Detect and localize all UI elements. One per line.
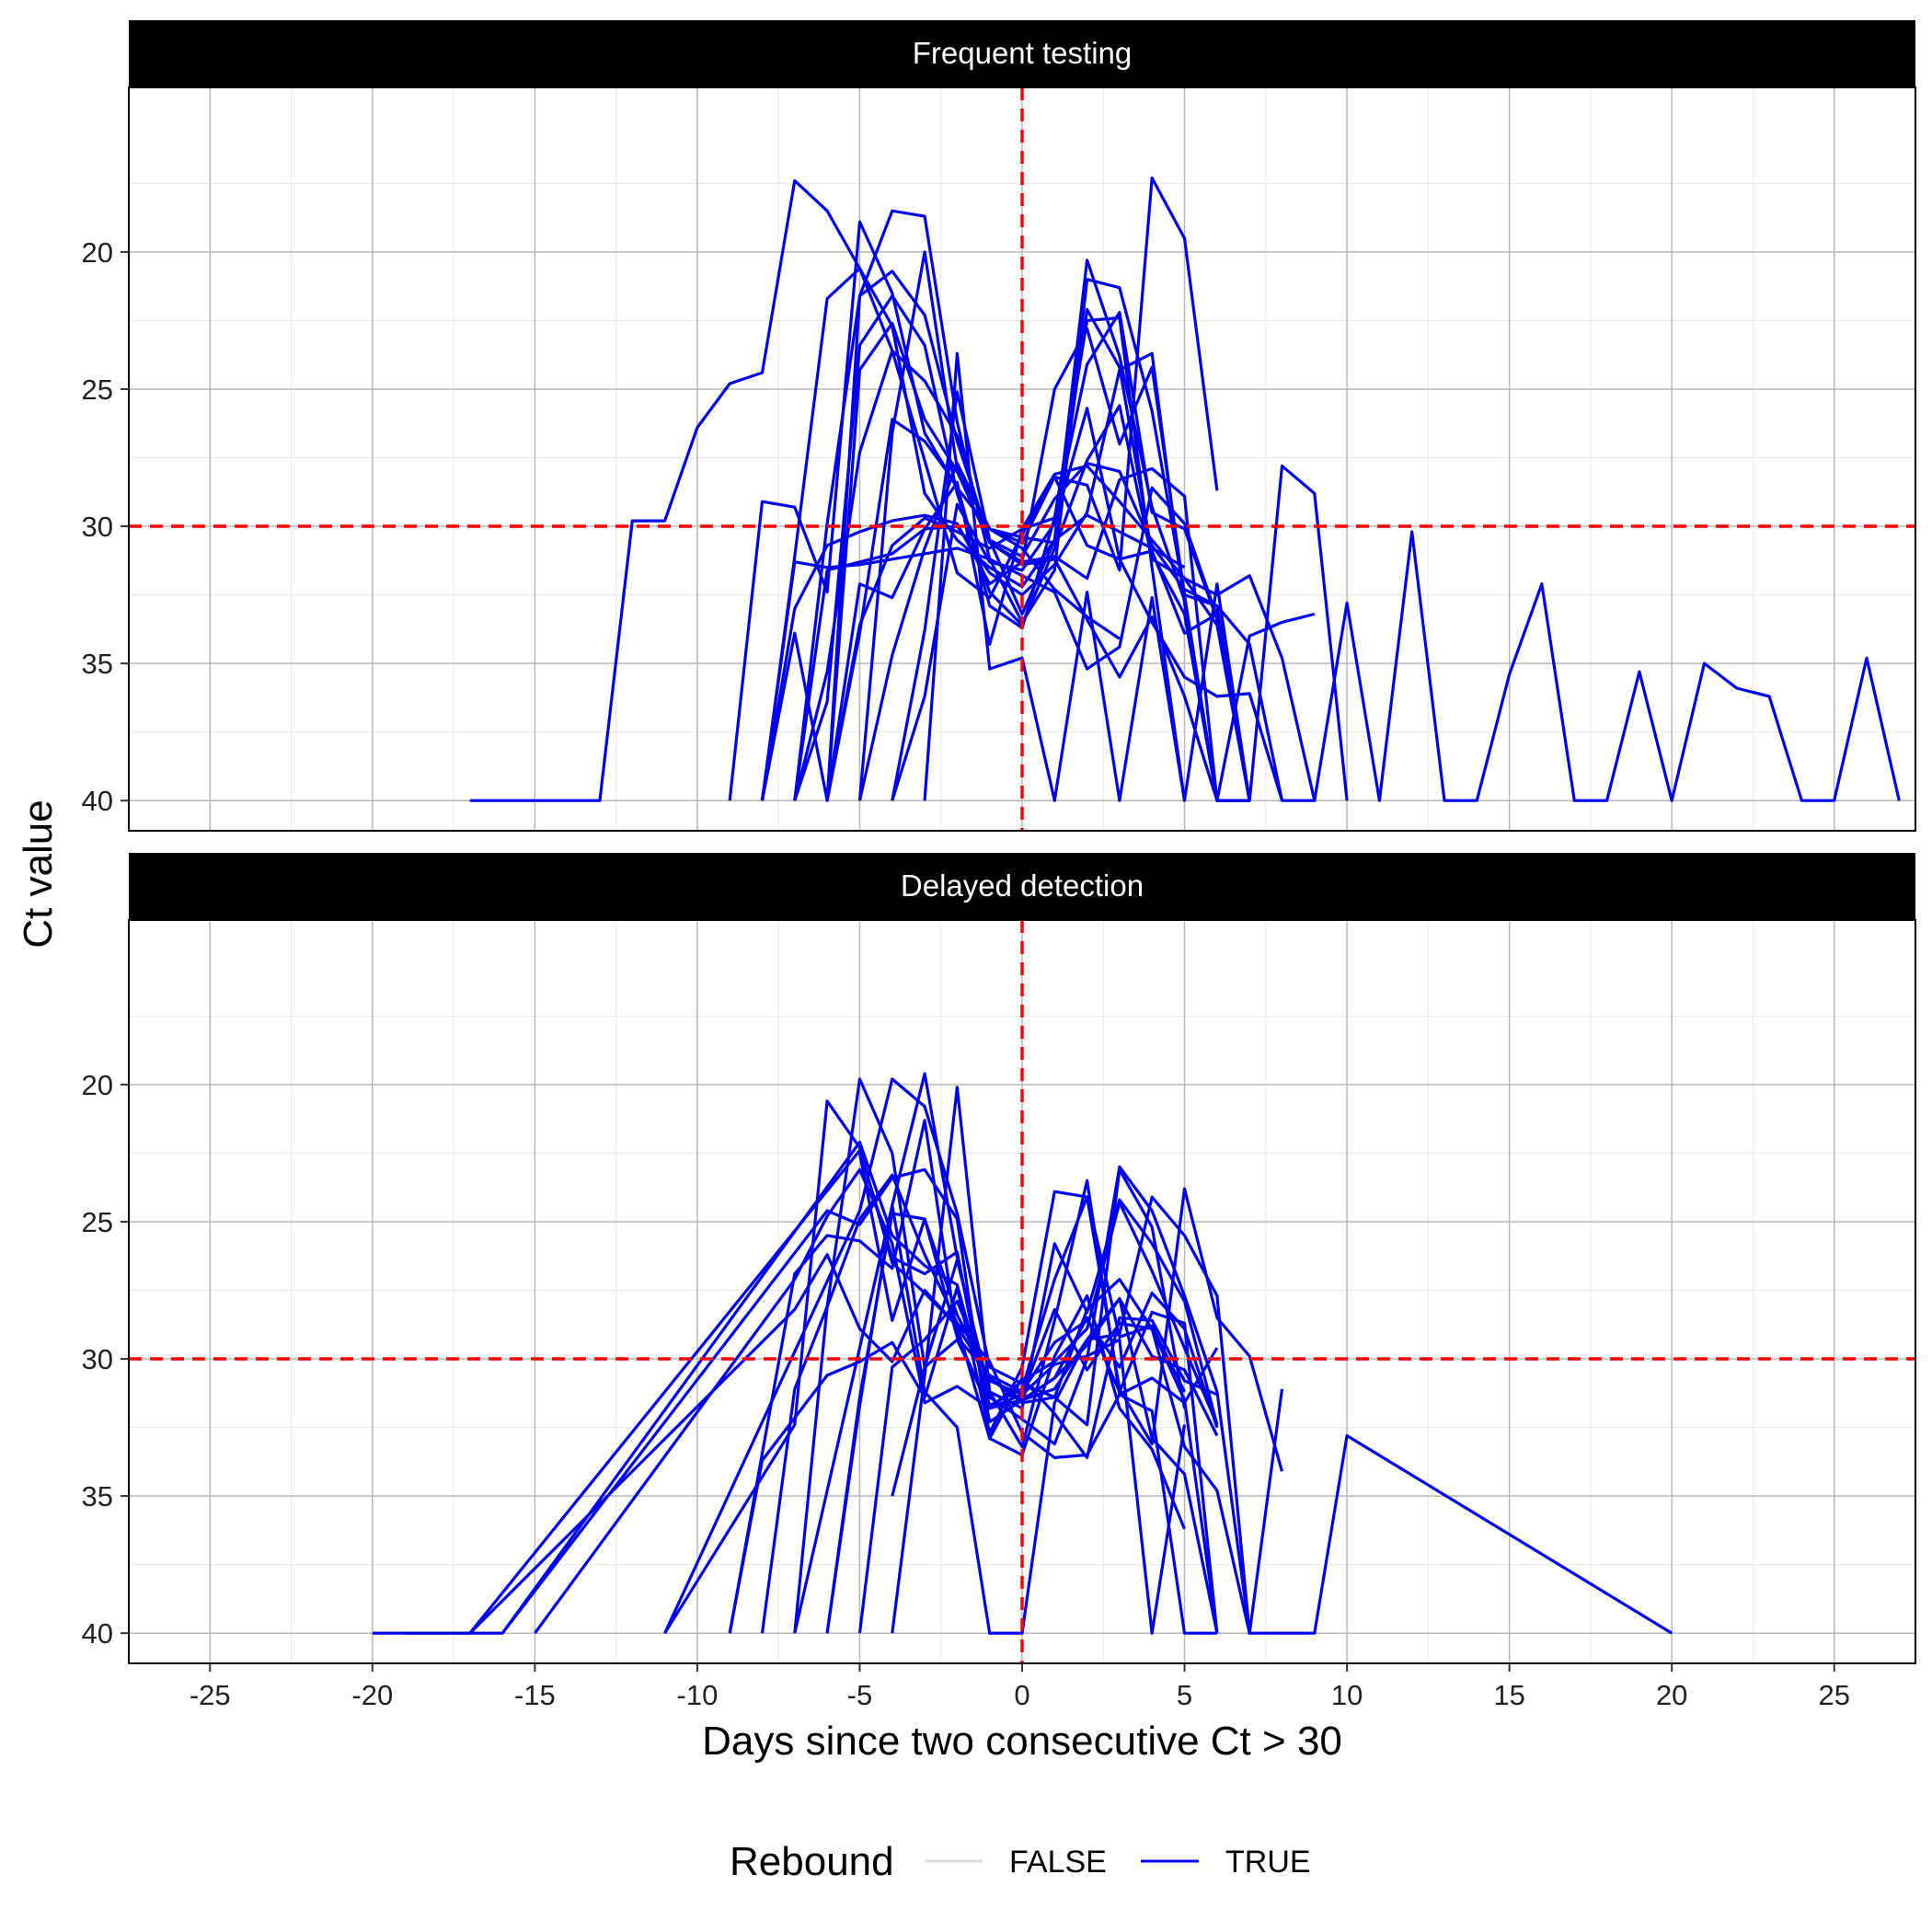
x-tick-label: -15 [514, 1679, 556, 1711]
y-axis-title: Ct value [16, 799, 61, 948]
series-line [825, 464, 1251, 801]
panel-title: Frequent testing [913, 36, 1132, 70]
y-tick-label: 40 [82, 785, 113, 817]
series-line [923, 351, 1187, 802]
legend-label-true: TRUE [1225, 1845, 1311, 1880]
series-lines [469, 176, 1901, 802]
series-line [793, 310, 1251, 801]
y-tick-label: 30 [82, 511, 113, 543]
x-tick-label: 25 [1818, 1679, 1849, 1711]
x-tick-label: -25 [190, 1679, 231, 1711]
panel-frequent-testing: Frequent testing 20 25 30 35 40 [82, 20, 1916, 832]
y-tick-label: 25 [82, 1206, 113, 1238]
x-tick-label: -10 [677, 1679, 719, 1711]
y-tick-label: 20 [82, 236, 113, 269]
series-line [825, 1212, 1219, 1634]
series-line [825, 321, 1251, 801]
x-tick-label: -5 [847, 1679, 873, 1711]
series-line [760, 267, 1901, 802]
series-line [891, 407, 1251, 801]
y-tick-label: 35 [82, 648, 113, 680]
series-line [825, 1072, 1251, 1634]
series-line [793, 294, 1317, 801]
x-tick-label: 20 [1656, 1679, 1687, 1711]
series-line [891, 1307, 1284, 1635]
x-tick-label: 15 [1493, 1679, 1524, 1711]
reference-lines [129, 87, 1915, 831]
y-tick-label: 20 [82, 1069, 113, 1101]
legend-title: Rebound [730, 1839, 894, 1884]
series-line [793, 1203, 1219, 1635]
series-line [663, 1099, 1187, 1635]
x-tick-label: -20 [351, 1679, 393, 1711]
panel-strip [129, 853, 1915, 920]
legend-label-false: FALSE [1009, 1845, 1107, 1880]
series-line [857, 1153, 1219, 1426]
reference-lines [129, 920, 1915, 1663]
series-line [793, 1173, 1217, 1635]
y-tick-label: 30 [82, 1343, 113, 1375]
y-tick-label: 25 [82, 374, 113, 406]
y-tick-label: 40 [82, 1617, 113, 1650]
x-axis-title: Days since two consecutive Ct > 30 [702, 1719, 1342, 1764]
series-lines [372, 1072, 1673, 1635]
panel-delayed-detection: Delayed detection 20 25 30 35 40 [82, 853, 1916, 1664]
panel-strip [129, 20, 1915, 87]
y-axis-ticks: 20 25 30 35 40 [82, 236, 129, 817]
x-tick-label: 5 [1177, 1679, 1192, 1711]
legend: Rebound FALSE TRUE [730, 1839, 1311, 1884]
panel-border [128, 86, 1916, 832]
series-line [891, 1086, 1219, 1634]
x-axis: -25 -20 -15 -10 -5 0 5 10 15 20 25 [190, 1663, 1850, 1711]
y-axis-ticks: 20 25 30 35 40 [82, 1069, 129, 1650]
x-tick-label: 0 [1014, 1679, 1029, 1711]
y-tick-label: 35 [82, 1480, 113, 1512]
x-tick-label: 10 [1331, 1679, 1363, 1711]
panel-title: Delayed detection [901, 868, 1144, 903]
